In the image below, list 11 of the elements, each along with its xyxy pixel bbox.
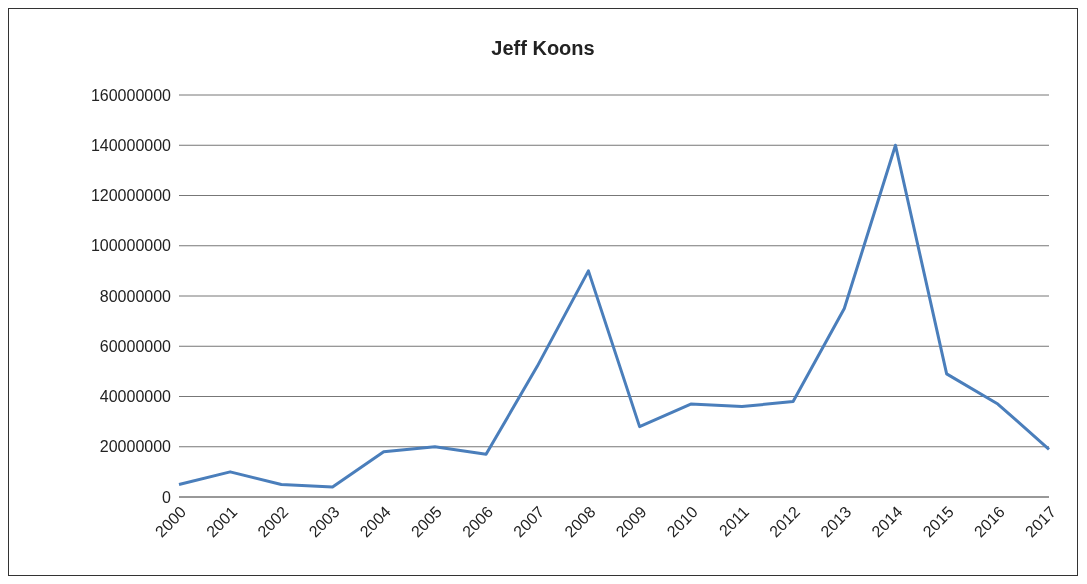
y-tick-label: 0: [162, 488, 172, 506]
y-tick-label: 120000000: [90, 187, 172, 205]
y-tick-label: 60000000: [99, 337, 172, 355]
y-tick-label: 80000000: [99, 287, 172, 305]
y-tick-label: 140000000: [90, 136, 172, 154]
line-series: [177, 143, 1051, 489]
y-tick-label: 160000000: [90, 86, 172, 104]
y-tick-label: 100000000: [90, 237, 172, 255]
y-tick-label: 20000000: [99, 438, 172, 456]
y-tick-label: 40000000: [99, 388, 172, 406]
chart-title: Jeff Koons: [490, 37, 596, 60]
